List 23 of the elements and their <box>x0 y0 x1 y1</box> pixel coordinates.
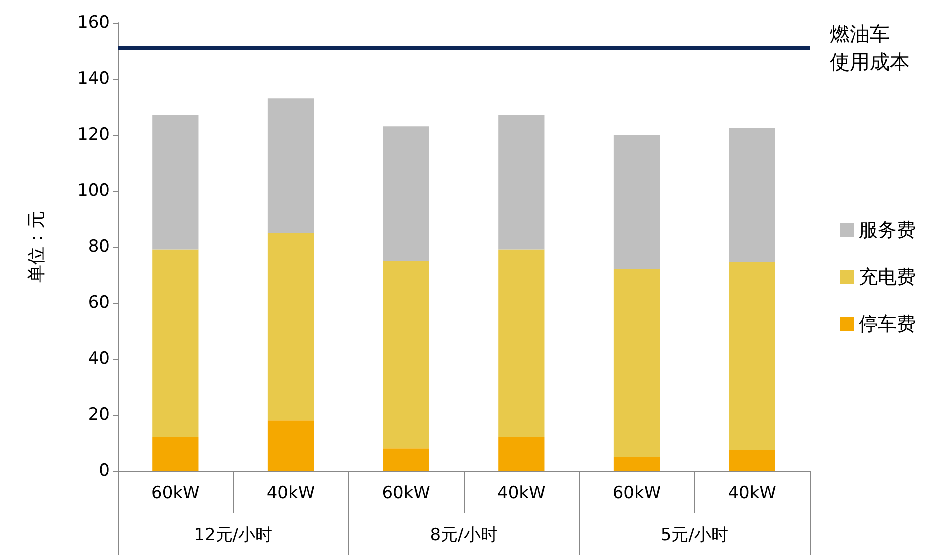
y-tick-label: 100 <box>78 181 110 201</box>
y-tick-label: 120 <box>78 125 110 145</box>
x-tick-label: 40kW <box>266 484 316 504</box>
text: 5元/小时 <box>660 526 728 546</box>
y-tick-label: 20 <box>88 405 110 425</box>
y-tick-label: 60 <box>88 293 110 313</box>
text: 12元/小时 <box>194 526 273 546</box>
y-tick-label: 140 <box>78 69 110 89</box>
y-tick-label: 0 <box>99 461 110 481</box>
x-tick-label: 60kW <box>612 484 662 504</box>
x-tick-label: 60kW <box>382 484 431 504</box>
x-tick-label: 60kW <box>152 484 200 504</box>
legend-label: 服务费 <box>859 220 916 242</box>
text: 8元/小时 <box>430 526 498 546</box>
y-tick-label: 80 <box>88 237 110 257</box>
legend-label: 停车费 <box>859 314 916 336</box>
x-tick-label: 40kW <box>498 484 546 504</box>
y-tick-label: 160 <box>78 13 110 33</box>
y-tick-label: 40 <box>88 349 110 369</box>
x-tick-label: 40kW <box>728 484 777 504</box>
legend-label: 充电费 <box>859 266 916 288</box>
ref-line-label: 燃油车使用成本 <box>830 22 910 74</box>
y-axis-title: 单位：元 <box>26 211 48 283</box>
